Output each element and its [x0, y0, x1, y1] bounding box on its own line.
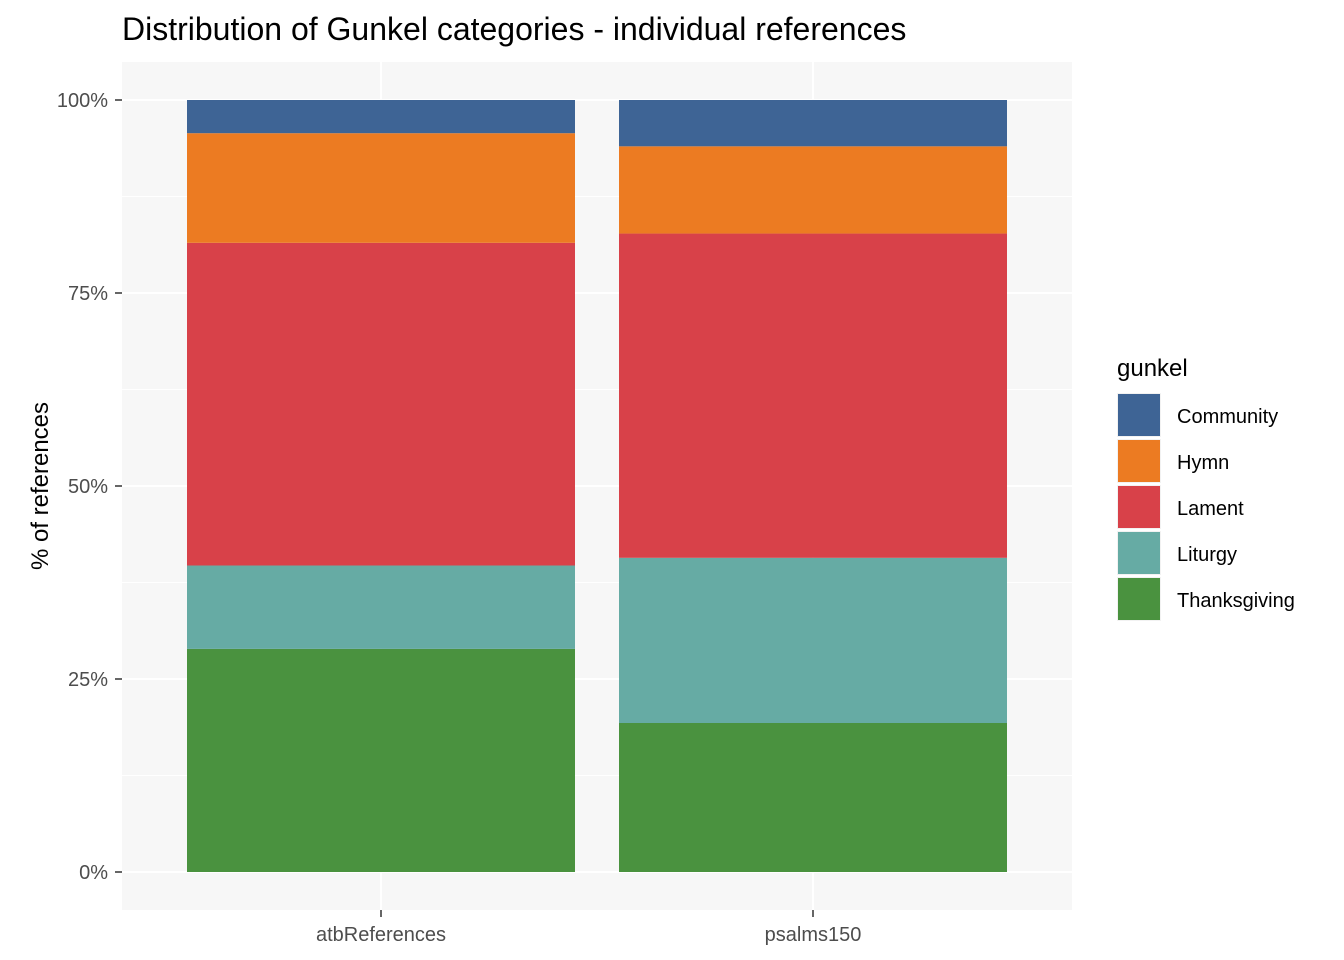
bar-segment-psalms150-lament [619, 233, 1007, 558]
bar-segment-atbReferences-hymn [187, 133, 575, 243]
legend-label: Liturgy [1177, 544, 1237, 566]
legend-swatch [1118, 578, 1160, 620]
bar-segment-atbReferences-community [187, 100, 575, 134]
legend-swatch [1118, 532, 1160, 574]
legend-title: gunkel [1117, 355, 1188, 382]
bar-segment-psalms150-community [619, 100, 1007, 147]
y-tick-label: 100% [57, 90, 108, 112]
legend-swatch [1118, 486, 1160, 528]
legend-label: Lament [1177, 498, 1244, 520]
x-tick-label: atbReferences [316, 924, 446, 946]
legend-label: Hymn [1177, 452, 1229, 474]
legend-swatch [1118, 394, 1160, 436]
legend-label: Community [1177, 406, 1278, 428]
bars [187, 100, 1007, 872]
axes: 0% 25% 50% 75% 100% atbReferences psalms150 [57, 90, 862, 946]
bar-segment-psalms150-hymn [619, 146, 1007, 234]
bar-segment-atbReferences-lament [187, 242, 575, 566]
legend-label: Thanksgiving [1177, 590, 1295, 612]
bar-segment-psalms150-thanksgiving [619, 723, 1007, 872]
y-tick-label: 75% [68, 283, 108, 305]
bar-segment-atbReferences-liturgy [187, 565, 575, 649]
y-tick-label: 25% [68, 669, 108, 691]
bar-segment-psalms150-liturgy [619, 557, 1007, 724]
y-tick-label: 0% [79, 862, 108, 884]
y-axis-title: % of references [27, 402, 54, 570]
x-tick-label: psalms150 [765, 924, 862, 946]
chart-title: Distribution of Gunkel categories - indi… [122, 11, 906, 47]
y-tick-label: 50% [68, 476, 108, 498]
legend-swatch [1118, 440, 1160, 482]
legend: gunkel Community Hymn Lament Liturgy Thanksg… [1117, 355, 1295, 621]
bar-segment-atbReferences-thanksgiving [187, 648, 575, 872]
